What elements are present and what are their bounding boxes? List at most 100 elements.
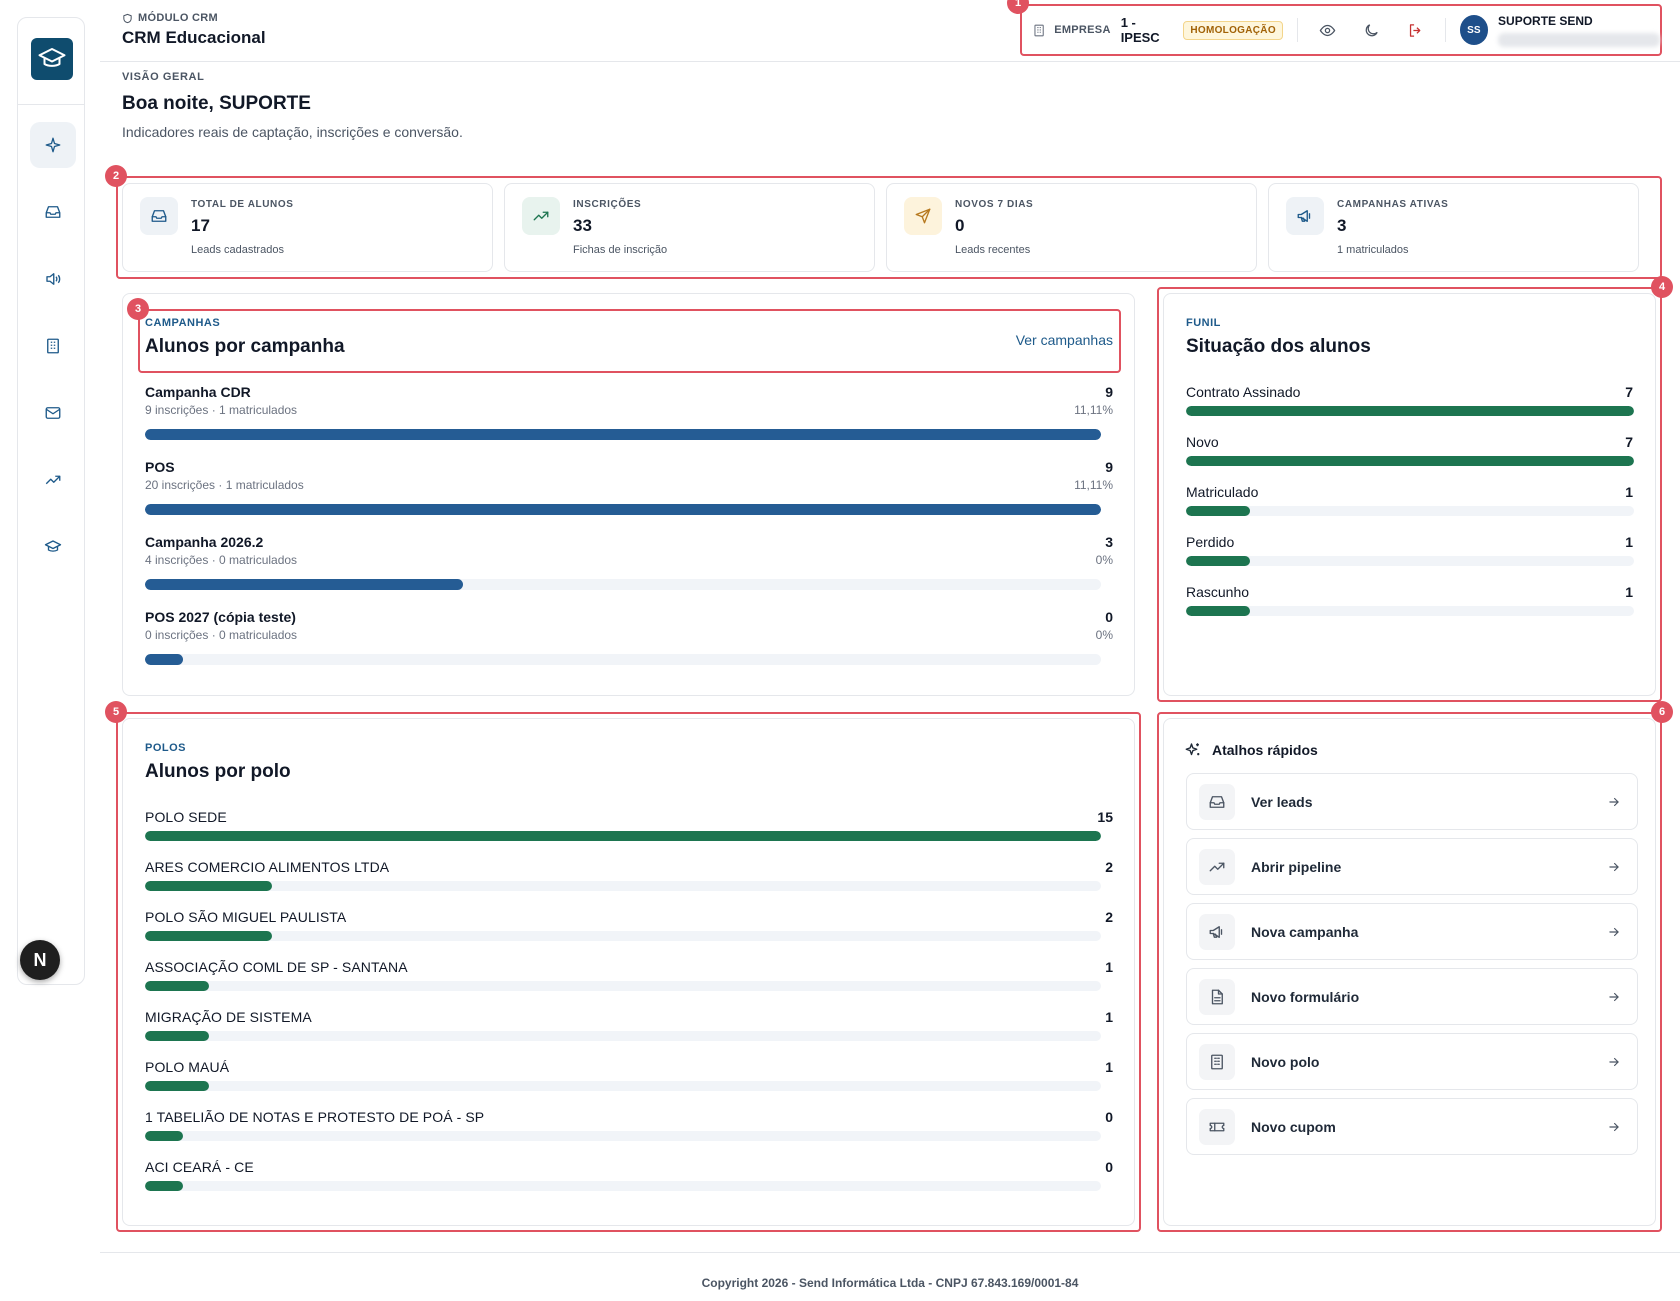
view-campaigns-link[interactable]: Ver campanhas xyxy=(1015,332,1113,348)
polo-progress-fill xyxy=(145,1181,184,1191)
moon-icon xyxy=(1365,23,1378,36)
shortcut-ticket-button[interactable]: Novo cupom xyxy=(1186,1098,1638,1155)
funnel-stage-count: 7 xyxy=(1625,384,1633,400)
polo-progress-fill xyxy=(145,981,210,991)
sidebar-item-courses[interactable] xyxy=(30,524,76,570)
sidebar-item-pipeline[interactable] xyxy=(30,457,76,503)
visibility-toggle-button[interactable] xyxy=(1312,14,1342,46)
polo-name: MIGRAÇÃO DE SISTEMA xyxy=(145,1009,312,1025)
campaign-count: 3 xyxy=(1105,534,1113,550)
polo-progress-fill xyxy=(145,1081,210,1091)
shortcut-icon-box xyxy=(1199,1108,1235,1145)
shortcut-icon-box xyxy=(1199,783,1235,820)
environment-badge: HOMOLOGAÇÃO xyxy=(1183,20,1283,40)
shortcut-label: Novo cupom xyxy=(1251,1118,1336,1135)
graduation-cap-icon xyxy=(44,540,62,552)
shortcut-inbox-button[interactable]: Ver leads xyxy=(1186,773,1638,830)
polo-count: 2 xyxy=(1105,909,1113,925)
shortcuts-title-text: Atalhos rápidos xyxy=(1212,742,1318,758)
user-email-redacted xyxy=(1498,32,1661,47)
funnel-stage-name: Rascunho xyxy=(1186,584,1250,600)
shortcut-file-button[interactable]: Novo formulário xyxy=(1186,968,1638,1025)
module-label: MÓDULO CRM xyxy=(122,12,218,24)
polo-count: 2 xyxy=(1105,859,1113,875)
arrow-right-icon xyxy=(1609,797,1619,806)
sidebar-item-dashboard[interactable] xyxy=(30,122,76,168)
ticket-icon xyxy=(1209,1122,1225,1131)
theme-toggle-button[interactable] xyxy=(1356,14,1386,46)
stat-card: CAMPANHAS ATIVAS 3 1 matriculados xyxy=(1268,183,1639,272)
campaigns-title: Alunos por campanha xyxy=(145,336,345,357)
mail-icon xyxy=(45,407,61,419)
campaign-subtext: 20 inscrições · 1 matriculados xyxy=(145,478,304,492)
funnel-stage-name: Perdido xyxy=(1186,534,1235,550)
header-divider xyxy=(1444,18,1446,42)
stat-value: 0 xyxy=(955,216,965,235)
stat-label: CAMPANHAS ATIVAS xyxy=(1337,199,1449,210)
campaign-name: Campanha 2026.2 xyxy=(145,534,264,550)
campaigns-header-highlight xyxy=(138,309,1121,373)
polo-progress-fill xyxy=(145,1131,184,1141)
megaphone-icon xyxy=(1297,210,1311,222)
graduation-cap-logo[interactable] xyxy=(31,38,73,80)
eye-icon xyxy=(1319,24,1335,36)
shortcut-megaphone-button[interactable]: Nova campanha xyxy=(1186,903,1638,960)
sidebar-item-leads[interactable] xyxy=(30,189,76,235)
stat-subtext: Fichas de inscrição xyxy=(573,244,668,256)
trending-up-icon xyxy=(45,475,61,485)
arrow-right-icon xyxy=(1609,992,1619,1001)
stat-icon-box xyxy=(522,197,560,235)
user-name: SUPORTE SEND xyxy=(1498,13,1593,28)
funnel-progress-track xyxy=(1186,456,1634,466)
polos-title: Alunos por polo xyxy=(145,761,291,782)
polo-progress-fill xyxy=(145,1031,210,1041)
funnel-progress-track xyxy=(1186,406,1634,416)
polo-name: ACI CEARÁ - CE xyxy=(145,1159,254,1175)
funnel-progress-fill xyxy=(1186,556,1251,566)
polos-panel: POLOS Alunos por polo POLO SEDE 15 ARES CO… xyxy=(122,718,1135,1226)
campaign-progress-track xyxy=(145,429,1101,440)
polo-name: 1 TABELIÃO DE NOTAS E PROTESTO DE POÁ - … xyxy=(145,1109,485,1125)
funnel-progress-fill xyxy=(1186,456,1634,466)
next-devtools-badge[interactable]: N xyxy=(20,940,60,980)
polo-progress-fill xyxy=(145,931,273,941)
stat-subtext: 1 matriculados xyxy=(1337,244,1409,256)
campaign-progress-fill xyxy=(145,579,464,590)
polo-progress-track xyxy=(145,1031,1101,1041)
sparkles-icon xyxy=(1185,743,1200,756)
campaign-progress-fill xyxy=(145,429,1101,440)
sidebar-item-polos[interactable] xyxy=(30,323,76,369)
sidebar-item-campaigns[interactable] xyxy=(30,256,76,302)
shortcut-icon-box xyxy=(1199,913,1235,950)
module-label-text: MÓDULO CRM xyxy=(138,12,218,24)
sidebar-divider xyxy=(18,104,84,105)
polo-count: 1 xyxy=(1105,959,1113,975)
campaign-subtext: 0 inscrições · 0 matriculados xyxy=(145,628,298,642)
stat-card: TOTAL DE ALUNOS 17 Leads cadastrados xyxy=(122,183,493,272)
header-divider xyxy=(1296,18,1298,42)
shortcut-building-button[interactable]: Novo polo xyxy=(1186,1033,1638,1090)
marker-1: 1 xyxy=(1007,0,1029,14)
stat-label: NOVOS 7 DIAS xyxy=(955,199,1034,210)
polo-count: 0 xyxy=(1105,1109,1113,1125)
logout-button[interactable] xyxy=(1400,14,1430,46)
funnel-progress-fill xyxy=(1186,506,1251,516)
polo-name: ARES COMERCIO ALIMENTOS LTDA xyxy=(145,859,390,875)
campaigns-kicker: CAMPANHAS xyxy=(145,317,221,329)
company-selector[interactable]: 1 - IPESC xyxy=(1120,15,1160,45)
campaign-subtext: 9 inscrições · 1 matriculados xyxy=(145,403,298,417)
sidebar-item-messages[interactable] xyxy=(30,390,76,436)
send-icon xyxy=(915,208,931,224)
funnel-progress-fill xyxy=(1186,406,1634,416)
campaign-percent: 0% xyxy=(1095,553,1113,567)
polo-count: 1 xyxy=(1105,1059,1113,1075)
arrow-right-icon xyxy=(1609,927,1619,936)
polo-name: POLO SÃO MIGUEL PAULISTA xyxy=(145,909,347,925)
page-subtitle: Indicadores reais de captação, inscriçõe… xyxy=(122,124,463,140)
top-header: MÓDULO CRM CRM Educacional EMPRESA 1 - I… xyxy=(100,0,1680,62)
shortcut-trending-up-button[interactable]: Abrir pipeline xyxy=(1186,838,1638,895)
stat-subtext: Leads recentes xyxy=(955,244,1031,256)
building-icon xyxy=(1211,1054,1223,1069)
user-avatar[interactable]: SS xyxy=(1459,15,1489,45)
campaign-percent: 0% xyxy=(1095,628,1113,642)
